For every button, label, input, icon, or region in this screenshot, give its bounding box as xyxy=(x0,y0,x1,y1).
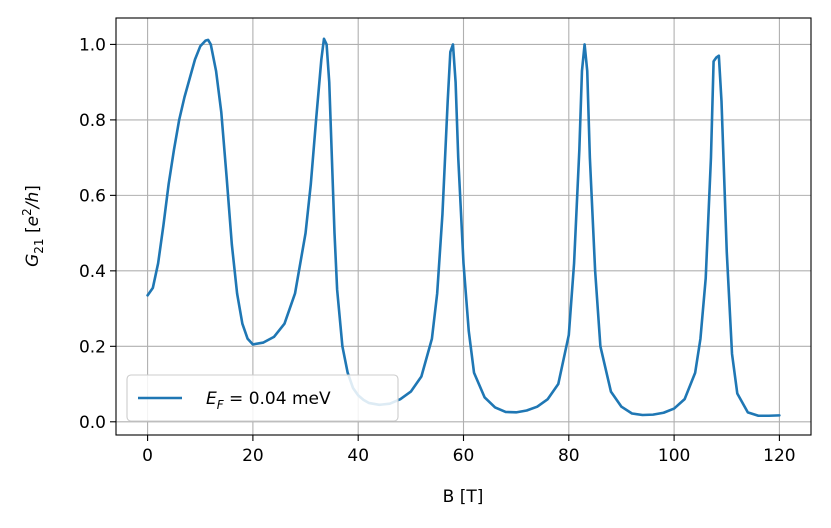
y-tick-label: 0.8 xyxy=(79,111,106,131)
y-label-unit-e: e xyxy=(23,216,43,226)
ticks: 0 20 40 60 80 100 120 0.0 0.2 0.4 0.6 0.8 1.0 xyxy=(79,35,796,466)
x-tick-label: 60 xyxy=(453,446,475,466)
y-tick-label: 1.0 xyxy=(79,35,106,55)
series-line xyxy=(146,37,781,418)
y-label-symbol: G xyxy=(23,254,43,267)
y-label-bracket-open: [ xyxy=(23,226,43,238)
legend-box xyxy=(126,374,399,422)
x-axis-label: B [T] xyxy=(443,487,484,507)
x-tick-label: 40 xyxy=(347,446,369,466)
x-tick-label: 80 xyxy=(558,446,580,466)
legend-label: EF = 0.04 meV xyxy=(206,389,331,412)
y-tick-label: 0.4 xyxy=(79,262,106,282)
legend-value: = 0.04 meV xyxy=(224,389,331,409)
y-label-unit-sup: 2 xyxy=(20,208,34,216)
x-tick-label: 120 xyxy=(763,446,795,466)
legend-subscript: F xyxy=(217,398,225,412)
legend-symbol: E xyxy=(206,389,217,409)
legend: EF = 0.04 meV xyxy=(126,374,399,422)
y-axis-label: G21 [e2/h] xyxy=(20,185,46,267)
y-tick-label: 0.6 xyxy=(79,186,106,206)
y-label-bracket-close: ] xyxy=(23,185,43,192)
series-layer xyxy=(146,37,781,418)
y-tick-label: 0.2 xyxy=(79,337,106,357)
x-tick-label: 0 xyxy=(142,446,153,466)
x-tick-label: 20 xyxy=(242,446,264,466)
y-tick-label: 0.0 xyxy=(79,413,106,433)
y-label-subscript: 21 xyxy=(32,238,46,253)
y-label-unit-rest: /h xyxy=(23,192,43,211)
x-tick-label: 100 xyxy=(658,446,690,466)
